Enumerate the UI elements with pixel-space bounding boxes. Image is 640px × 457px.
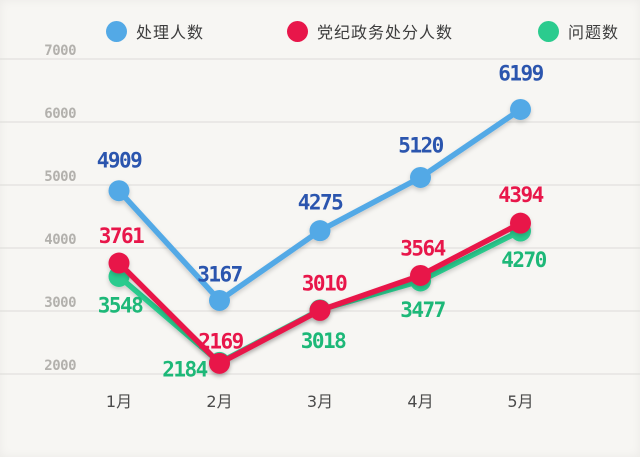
data-label: 5120 xyxy=(398,133,443,157)
data-point-党纪政务处分人数-2月[interactable] xyxy=(209,352,230,374)
x-axis-category-labels: 1月 2月 3月 4月 5月 xyxy=(106,392,534,411)
data-point-党纪政务处分人数-5月[interactable] xyxy=(510,212,531,234)
y-tick-label: 5000 xyxy=(44,169,76,185)
x-category-label: 2月 xyxy=(206,392,232,411)
legend-label: 问题数 xyxy=(568,23,620,42)
data-point-党纪政务处分人数-4月[interactable] xyxy=(410,264,431,286)
data-label: 3010 xyxy=(302,271,347,295)
x-category-label: 4月 xyxy=(407,392,433,411)
data-label: 6199 xyxy=(498,61,543,85)
series-党纪政务处分人数 xyxy=(108,212,531,374)
data-point-党纪政务处分人数-1月[interactable] xyxy=(108,252,130,274)
data-point-处理人数-1月[interactable] xyxy=(108,180,130,202)
series-lines xyxy=(108,98,531,374)
gridlines xyxy=(0,58,640,375)
data-label: 3564 xyxy=(400,236,445,260)
data-label: 3018 xyxy=(301,329,346,353)
legend: 处理人数 党纪政务处分人数 问题数 xyxy=(0,0,640,44)
data-point-处理人数-2月[interactable] xyxy=(209,289,230,311)
legend-dot-red-icon xyxy=(287,20,308,42)
x-category-label: 1月 xyxy=(106,392,132,411)
data-label: 3167 xyxy=(197,262,242,286)
data-point-处理人数-5月[interactable] xyxy=(510,98,531,120)
y-tick-label: 4000 xyxy=(44,232,76,248)
y-tick-label: 3000 xyxy=(44,295,76,311)
x-category-label: 5月 xyxy=(507,392,533,411)
legend-item-wenti-shu[interactable]: 问题数 xyxy=(538,19,619,43)
legend-item-dangji-chufen-renshu[interactable]: 党纪政务处分人数 xyxy=(287,19,453,43)
data-point-处理人数-4月[interactable] xyxy=(410,166,431,188)
data-labels: 3548 2184 3018 3477 4270 3761 2169 3010 3564 4394… xyxy=(97,61,548,381)
legend-dot-green-icon xyxy=(538,20,559,42)
legend-dot-blue-icon xyxy=(106,20,127,42)
legend-label: 党纪政务处分人数 xyxy=(317,23,454,42)
data-label: 3761 xyxy=(99,224,144,248)
y-tick-label: 2000 xyxy=(44,358,76,374)
data-label: 2169 xyxy=(198,329,243,353)
data-label: 3548 xyxy=(98,293,143,317)
data-point-处理人数-3月[interactable] xyxy=(309,220,331,242)
data-point-党纪政务处分人数-3月[interactable] xyxy=(309,299,331,321)
y-axis-tick-labels: 7000 6000 5000 4000 3000 2000 xyxy=(44,43,76,374)
data-label: 2184 xyxy=(162,357,207,381)
y-tick-label: 7000 xyxy=(44,43,76,59)
y-tick-label: 6000 xyxy=(44,106,76,122)
data-label: 4394 xyxy=(498,183,543,207)
data-label: 4275 xyxy=(298,191,343,215)
legend-item-chuli-renshu[interactable]: 处理人数 xyxy=(106,19,204,43)
data-label: 4270 xyxy=(501,248,546,272)
data-label: 3477 xyxy=(400,298,445,322)
data-label: 4909 xyxy=(97,149,142,173)
series-处理人数 xyxy=(108,98,531,311)
legend-label: 处理人数 xyxy=(136,23,205,42)
x-category-label: 3月 xyxy=(307,392,333,411)
